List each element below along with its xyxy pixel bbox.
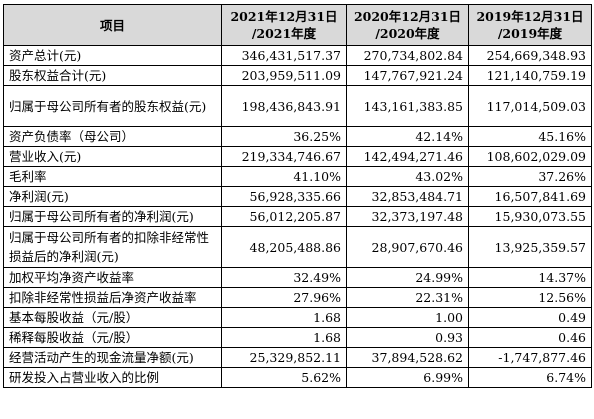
cell-2020: 42.14% — [346, 126, 469, 147]
cell-2021: 56,012,205.87 — [221, 206, 347, 227]
cell-2021: 346,431,517.37 — [221, 45, 347, 66]
cell-2019: 13,925,359.57 — [468, 226, 592, 268]
cell-2021: 32.49% — [221, 267, 347, 288]
row-label: 加权平均净资产收益率 — [3, 267, 222, 288]
cell-2019: 254,669,348.93 — [468, 45, 592, 66]
cell-2020: 147,767,921.24 — [346, 65, 469, 86]
cell-2019: 12.56% — [468, 287, 592, 308]
cell-2021: 36.25% — [221, 126, 347, 147]
row-label: 归属于母公司所有者的净利润(元) — [3, 206, 222, 227]
row-label: 稀释每股收益（元/股） — [3, 327, 222, 348]
cell-2020: 142,494,271.46 — [346, 146, 469, 167]
cell-2020: 28,907,670.46 — [346, 226, 469, 268]
row-label: 归属于母公司所有者的股东权益(元) — [3, 85, 222, 127]
cell-2019: 0.49 — [468, 307, 592, 328]
table-row: 加权平均净资产收益率 32.49% 24.99% 14.37% — [3, 267, 592, 288]
cell-2021: 1.68 — [221, 327, 347, 348]
cell-2019: 16,507,841.69 — [468, 186, 592, 207]
cell-2019: -1,747,877.46 — [468, 347, 592, 368]
table-row: 净利润(元) 56,928,335.66 32,853,484.71 16,50… — [3, 186, 592, 207]
header-row: 项目 2021年12月31日 /2021年度 2020年12月31日 /2020… — [3, 4, 592, 46]
row-label: 研发投入占营业收入的比例 — [3, 367, 222, 388]
header-col-2020-line2: /2020年度 — [375, 26, 440, 41]
cell-2019: 121,140,759.19 — [468, 65, 592, 86]
cell-2020: 32,853,484.71 — [346, 186, 469, 207]
row-label: 经营活动产生的现金流量净额(元) — [3, 347, 222, 368]
table-row: 股东权益合计(元) 203,959,511.09 147,767,921.24 … — [3, 65, 592, 86]
header-col-2021: 2021年12月31日 /2021年度 — [221, 4, 347, 46]
table-row: 营业收入(元) 219,334,746.67 142,494,271.46 10… — [3, 146, 592, 167]
cell-2020: 0.93 — [346, 327, 469, 348]
table-row: 归属于母公司所有者的净利润(元) 56,012,205.87 32,373,19… — [3, 206, 592, 227]
table-row: 稀释每股收益（元/股） 1.68 0.93 0.46 — [3, 327, 592, 348]
financial-data-table: 项目 2021年12月31日 /2021年度 2020年12月31日 /2020… — [3, 4, 592, 388]
cell-2021: 27.96% — [221, 287, 347, 308]
row-label: 资产总计(元) — [3, 45, 222, 66]
cell-2019: 37.26% — [468, 166, 592, 187]
cell-2021: 48,205,488.86 — [221, 226, 347, 268]
row-label: 基本每股收益（元/股） — [3, 307, 222, 328]
header-col-2019: 2019年12月31日 /2019年度 — [468, 4, 592, 46]
cell-2021: 5.62% — [221, 367, 347, 388]
row-label: 净利润(元) — [3, 186, 222, 207]
table-header: 项目 2021年12月31日 /2021年度 2020年12月31日 /2020… — [3, 4, 592, 46]
header-col-2021-line1: 2021年12月31日 — [230, 9, 338, 24]
table-row: 归属于母公司所有者的扣除非经常性损益后的净利润(元) 48,205,488.86… — [3, 226, 592, 268]
cell-2019: 0.46 — [468, 327, 592, 348]
cell-2019: 45.16% — [468, 126, 592, 147]
cell-2021: 41.10% — [221, 166, 347, 187]
cell-2020: 43.02% — [346, 166, 469, 187]
cell-2020: 270,734,802.84 — [346, 45, 469, 66]
table-row: 扣除非经常性损益后净资产收益率 27.96% 22.31% 12.56% — [3, 287, 592, 308]
cell-2019: 15,930,073.55 — [468, 206, 592, 227]
row-label: 归属于母公司所有者的扣除非经常性损益后的净利润(元) — [3, 226, 222, 268]
cell-2021: 203,959,511.09 — [221, 65, 347, 86]
cell-2021: 25,329,852.11 — [221, 347, 347, 368]
cell-2020: 22.31% — [346, 287, 469, 308]
cell-2020: 143,161,383.85 — [346, 85, 469, 127]
row-label: 股东权益合计(元) — [3, 65, 222, 86]
cell-2020: 32,373,197.48 — [346, 206, 469, 227]
cell-2019: 108,602,029.09 — [468, 146, 592, 167]
cell-2019: 14.37% — [468, 267, 592, 288]
cell-2021: 219,334,746.67 — [221, 146, 347, 167]
row-label: 营业收入(元) — [3, 146, 222, 167]
table-row: 资产负债率（母公司） 36.25% 42.14% 45.16% — [3, 126, 592, 147]
cell-2021: 1.68 — [221, 307, 347, 328]
table-body: 资产总计(元) 346,431,517.37 270,734,802.84 25… — [3, 45, 592, 388]
header-col-2019-line2: /2019年度 — [497, 26, 563, 41]
table-row: 资产总计(元) 346,431,517.37 270,734,802.84 25… — [3, 45, 592, 66]
cell-2021: 56,928,335.66 — [221, 186, 347, 207]
cell-2019: 6.74% — [468, 367, 592, 388]
row-label: 毛利率 — [3, 166, 222, 187]
table-row: 研发投入占营业收入的比例 5.62% 6.99% 6.74% — [3, 367, 592, 388]
table-row: 归属于母公司所有者的股东权益(元) 198,436,843.91 143,161… — [3, 85, 592, 127]
header-item: 项目 — [3, 4, 222, 46]
header-col-2021-line2: /2021年度 — [251, 26, 317, 41]
cell-2021: 198,436,843.91 — [221, 85, 347, 127]
header-col-2020-line1: 2020年12月31日 — [353, 9, 462, 24]
table-row: 毛利率 41.10% 43.02% 37.26% — [3, 166, 592, 187]
cell-2020: 37,894,528.62 — [346, 347, 469, 368]
cell-2020: 24.99% — [346, 267, 469, 288]
cell-2020: 1.00 — [346, 307, 469, 328]
table-row: 基本每股收益（元/股） 1.68 1.00 0.49 — [3, 307, 592, 328]
cell-2020: 6.99% — [346, 367, 469, 388]
cell-2019: 117,014,509.03 — [468, 85, 592, 127]
row-label: 资产负债率（母公司） — [3, 126, 222, 147]
table-row: 经营活动产生的现金流量净额(元) 25,329,852.11 37,894,52… — [3, 347, 592, 368]
row-label: 扣除非经常性损益后净资产收益率 — [3, 287, 222, 308]
header-col-2019-line1: 2019年12月31日 — [476, 9, 584, 24]
header-col-2020: 2020年12月31日 /2020年度 — [346, 4, 469, 46]
